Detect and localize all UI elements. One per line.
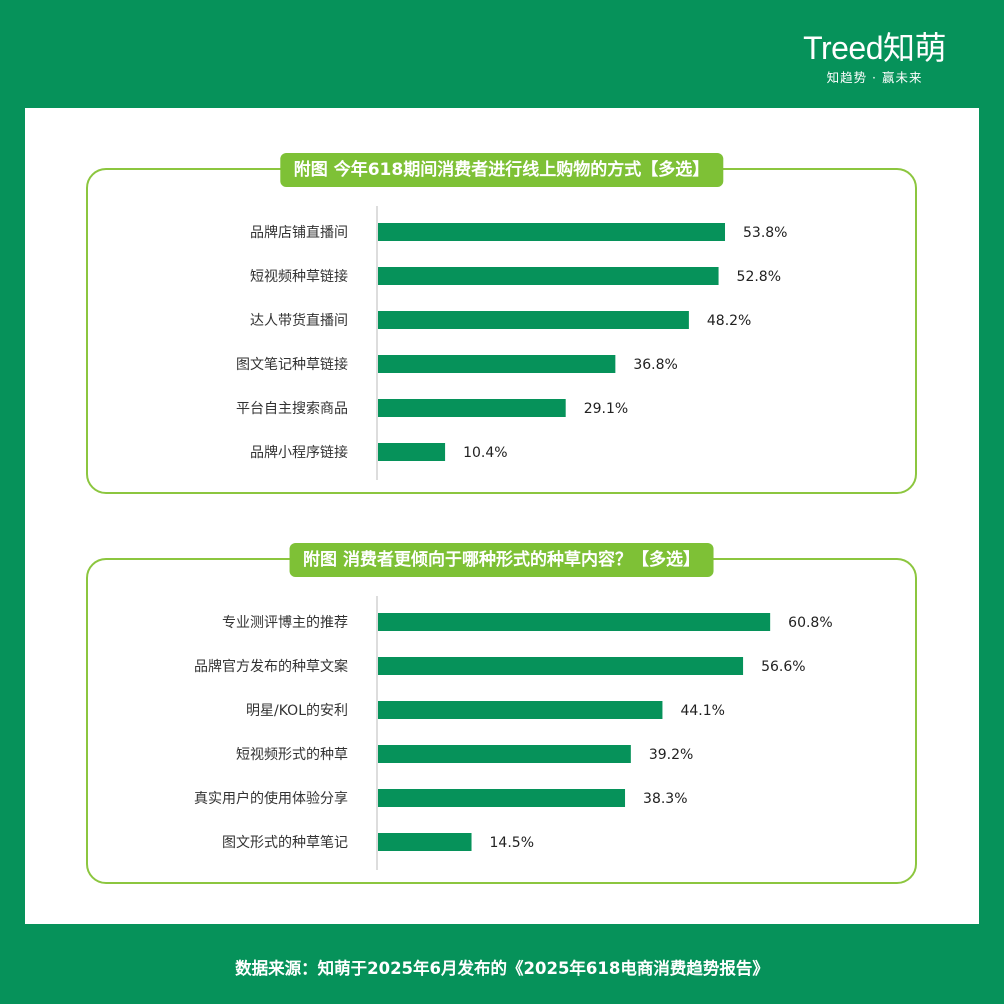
chart-card-shopping-methods: 附图 今年618期间消费者进行线上购物的方式【多选】 品牌店铺直播间 53.8% 短… — [86, 153, 917, 494]
category-label: 品牌官方发布的种草文案 — [194, 658, 348, 675]
chart-card-seeding-content: 附图 消费者更倾向于哪种形式的种草内容？【多选】 专业测评博主的推荐 60.8% 品… — [86, 543, 917, 884]
category-label: 达人带货直播间 — [250, 312, 348, 329]
bar — [378, 613, 771, 631]
value-label: 29.1% — [584, 401, 628, 417]
data-source: 数据来源：知萌于2025年6月发布的《2025年618电商消费趋势报告》 — [235, 959, 769, 978]
bar — [378, 311, 689, 329]
category-label: 平台自主搜索商品 — [236, 400, 348, 417]
bar — [378, 355, 616, 373]
bar — [378, 399, 566, 417]
value-label: 39.2% — [649, 747, 693, 763]
value-label: 10.4% — [463, 445, 507, 461]
bar — [378, 701, 663, 719]
brand-slogan: 知趋势 · 赢未来 — [826, 70, 923, 85]
bar — [378, 267, 719, 285]
bar — [378, 223, 726, 241]
category-label: 短视频形式的种草 — [236, 747, 348, 763]
category-label: 品牌小程序链接 — [250, 444, 348, 461]
value-label: 60.8% — [788, 615, 832, 631]
brand-logo: Treed知萌 知趋势 · 赢未来 — [803, 30, 946, 86]
value-label: 14.5% — [490, 835, 534, 851]
value-label: 52.8% — [737, 269, 781, 285]
value-label: 53.8% — [743, 225, 787, 241]
category-label: 图文笔记种草链接 — [236, 356, 348, 373]
category-label: 真实用户的使用体验分享 — [194, 790, 348, 807]
category-label: 品牌店铺直播间 — [250, 224, 348, 241]
category-label: 图文形式的种草笔记 — [222, 835, 348, 851]
category-label: 短视频种草链接 — [250, 268, 348, 285]
value-label: 36.8% — [633, 357, 677, 373]
bar-chart-shopping-methods: 品牌店铺直播间 53.8% 短视频种草链接 52.8% 达人带货直播间 48.2% 图文笔记… — [236, 206, 787, 480]
brand-name: Treed知萌 — [803, 30, 946, 66]
bar — [378, 657, 744, 675]
bar — [378, 745, 631, 763]
chart-title: 附图 今年618期间消费者进行线上购物的方式【多选】 — [279, 153, 724, 187]
category-label: 明星/KOL的安利 — [246, 703, 348, 719]
category-label: 专业测评博主的推荐 — [222, 614, 348, 631]
content-panel: 附图 今年618期间消费者进行线上购物的方式【多选】 品牌店铺直播间 53.8% 短… — [25, 108, 979, 924]
value-label: 44.1% — [680, 703, 724, 719]
bar-chart-seeding-content: 专业测评博主的推荐 60.8% 品牌官方发布的种草文案 56.6% 明星/KOL的安利 4… — [194, 596, 833, 870]
bar — [378, 833, 472, 851]
bar — [378, 789, 626, 807]
bar — [378, 443, 446, 461]
value-label: 56.6% — [761, 659, 805, 675]
value-label: 48.2% — [707, 313, 751, 329]
value-label: 38.3% — [643, 791, 687, 807]
chart-title: 附图 消费者更倾向于哪种形式的种草内容？【多选】 — [289, 543, 714, 577]
